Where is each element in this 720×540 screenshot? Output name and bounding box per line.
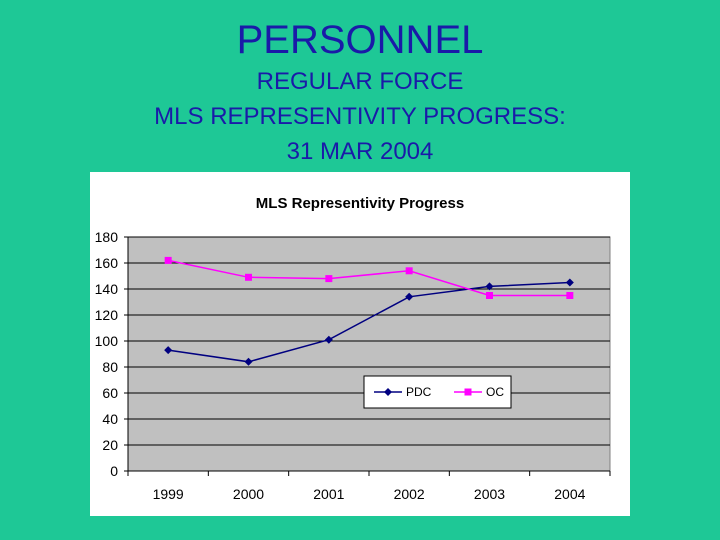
data-point-pdc xyxy=(164,346,173,355)
slide-subtitle-line-2: MLS REPRESENTIVITY PROGRESS: xyxy=(154,103,566,130)
series-pdc xyxy=(164,278,574,366)
data-point-pdc xyxy=(405,292,414,301)
plot-area xyxy=(127,236,611,472)
y-tick-label: 140 xyxy=(95,281,119,297)
x-tick-label: 2003 xyxy=(474,486,505,502)
data-point-pdc xyxy=(324,335,333,344)
data-point-oc xyxy=(164,256,172,264)
slide-subtitle-line-3: 31 MAR 2004 xyxy=(286,138,434,165)
series-oc xyxy=(164,256,574,299)
series-layer xyxy=(164,256,574,366)
data-point-oc xyxy=(566,292,574,299)
slide-title: PERSONNEL xyxy=(236,18,484,62)
legend-marker-pdc xyxy=(384,388,392,396)
legend-label-pdc: PDC xyxy=(406,385,432,399)
line-chart: MLS Representivity Progress 0 20 40 60 80 100… xyxy=(95,195,611,502)
legend-marker-oc xyxy=(464,388,472,396)
legend-label-oc: OC xyxy=(486,385,504,399)
series-line-oc xyxy=(168,259,570,297)
data-point-pdc xyxy=(565,278,574,287)
chart-title: MLS Representivity Progress xyxy=(256,195,464,212)
x-tick-label: 2002 xyxy=(394,486,425,502)
y-tick-label: 40 xyxy=(102,411,118,427)
slide-subtitle-line-1: REGULAR FORCE xyxy=(256,68,464,95)
x-tick-label: 2000 xyxy=(233,486,264,502)
y-tick-label: 180 xyxy=(95,229,119,245)
y-tick-label: 100 xyxy=(95,333,119,349)
y-tick-label: 80 xyxy=(102,359,118,375)
y-tick-label: 160 xyxy=(95,255,119,271)
data-point-oc xyxy=(245,273,252,281)
legend: PDC OC xyxy=(363,375,512,409)
data-point-oc xyxy=(486,292,493,299)
y-tick-label: 0 xyxy=(110,463,118,479)
x-tick-label: 2004 xyxy=(554,486,585,502)
axes: 0 20 40 60 80 100 120 140 160 180 1999 2000 2001 2002… xyxy=(95,229,611,502)
y-tick-label: 20 xyxy=(102,437,118,453)
data-point-oc xyxy=(405,267,413,275)
data-point-oc xyxy=(325,275,333,283)
data-point-pdc xyxy=(244,357,253,366)
x-tick-label: 1999 xyxy=(153,486,184,502)
y-tick-label: 120 xyxy=(95,307,119,323)
chart-container: MLS Representivity Progress 0 20 40 60 80 100… xyxy=(90,172,630,516)
y-tick-label: 60 xyxy=(102,385,118,401)
series-line-pdc xyxy=(168,281,570,363)
data-point-pdc xyxy=(485,282,494,291)
gridlines xyxy=(128,236,610,446)
x-tick-label: 2001 xyxy=(313,486,344,502)
